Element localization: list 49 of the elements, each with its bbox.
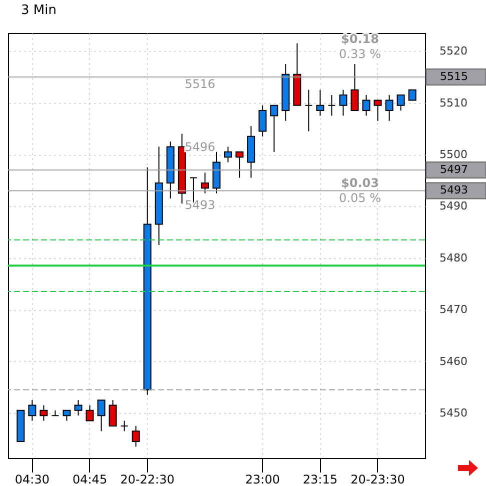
x-tick-label: 23:15 bbox=[302, 472, 338, 486]
candlestick bbox=[316, 89, 324, 116]
candlestick bbox=[62, 410, 71, 422]
annotation: 5496 bbox=[184, 140, 216, 154]
candlestick bbox=[97, 400, 106, 432]
candlestick bbox=[362, 94, 370, 116]
annotation: 5493 bbox=[184, 198, 216, 212]
x-tick-label: 04:30 bbox=[14, 472, 50, 486]
ref-line-label: 5497 bbox=[440, 163, 468, 176]
candlestick bbox=[408, 89, 416, 101]
x-tick-label: 04:45 bbox=[72, 472, 108, 486]
candlestick bbox=[236, 151, 244, 178]
candlestick bbox=[40, 404, 48, 422]
annotation: 5516 bbox=[184, 77, 216, 91]
ref-line-label: 5515 bbox=[440, 70, 468, 83]
y-tick-label: 5460 bbox=[440, 354, 468, 368]
candlestick bbox=[258, 104, 267, 137]
candlestick bbox=[396, 94, 405, 112]
candlestick bbox=[385, 94, 394, 122]
annotation: $0.03 bbox=[341, 176, 379, 190]
y-tick-label: 5480 bbox=[440, 251, 468, 264]
candlestick bbox=[108, 400, 117, 426]
y-tick-label: 5490 bbox=[440, 200, 468, 213]
annotation: 0.33 % bbox=[339, 47, 381, 61]
candlestick bbox=[86, 404, 94, 422]
candlestick bbox=[350, 64, 359, 112]
candlestick bbox=[200, 172, 209, 194]
candlestick bbox=[304, 89, 313, 132]
x-tick-label: 20-23:30 bbox=[350, 472, 405, 486]
y-tick-label: 5450 bbox=[440, 406, 468, 420]
ref-line-label: 5493 bbox=[440, 184, 468, 197]
candlestick bbox=[374, 100, 382, 122]
y-tick-label: 5520 bbox=[440, 44, 468, 58]
y-tick-label: 5510 bbox=[440, 96, 468, 110]
candlestick bbox=[120, 420, 128, 432]
candlestick bbox=[270, 104, 278, 152]
annotation: $0.18 bbox=[341, 32, 379, 46]
candlestick bbox=[328, 94, 336, 116]
candlestick bbox=[224, 146, 232, 163]
candlestick bbox=[339, 89, 348, 116]
annotation: 0.05 % bbox=[339, 191, 381, 205]
candlestick bbox=[74, 400, 82, 416]
candlestick bbox=[132, 425, 140, 448]
y-tick-label: 5470 bbox=[440, 303, 468, 316]
x-tick-label: 23:00 bbox=[245, 472, 280, 486]
chart-title: 3 Min bbox=[21, 3, 56, 18]
x-tick-label: 20-22:30 bbox=[120, 472, 174, 486]
y-tick-label: 5500 bbox=[440, 148, 468, 161]
candlestick bbox=[28, 400, 36, 422]
